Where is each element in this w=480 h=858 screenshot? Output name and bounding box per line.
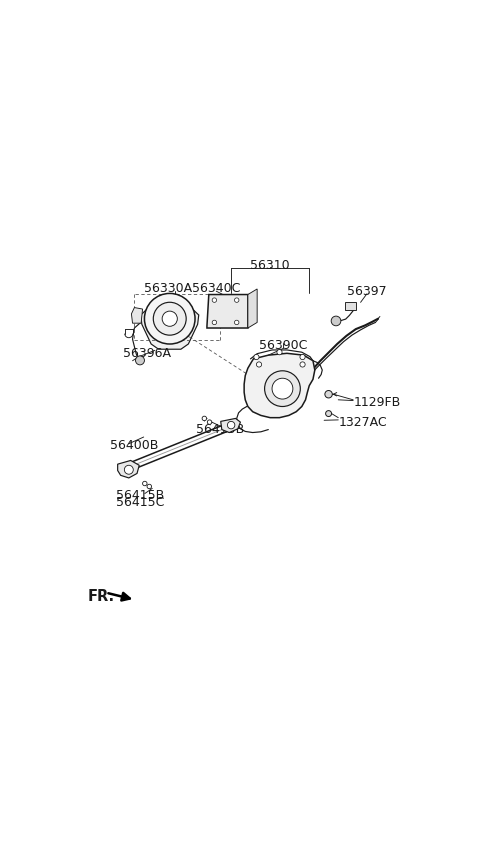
Polygon shape <box>118 461 139 478</box>
Text: 56415C: 56415C <box>116 496 164 509</box>
Circle shape <box>234 298 239 302</box>
Circle shape <box>147 484 152 489</box>
Polygon shape <box>132 307 143 323</box>
Circle shape <box>256 362 262 367</box>
Circle shape <box>300 354 305 360</box>
Circle shape <box>135 356 144 365</box>
Text: 1129FB: 1129FB <box>354 396 401 409</box>
Circle shape <box>212 320 216 324</box>
Text: 56415B: 56415B <box>116 489 164 502</box>
Circle shape <box>153 302 186 335</box>
Circle shape <box>234 320 239 324</box>
Circle shape <box>277 349 282 355</box>
Circle shape <box>202 416 206 420</box>
Text: 56340C: 56340C <box>192 282 240 295</box>
Circle shape <box>212 298 216 302</box>
Circle shape <box>143 481 147 486</box>
Text: 56415B: 56415B <box>196 423 244 436</box>
Text: 56400B: 56400B <box>110 438 158 451</box>
Circle shape <box>264 371 300 407</box>
Text: 56330A: 56330A <box>144 282 192 295</box>
Text: 1327AC: 1327AC <box>339 415 388 429</box>
Polygon shape <box>248 289 257 328</box>
Circle shape <box>272 378 293 399</box>
Circle shape <box>325 411 332 416</box>
Circle shape <box>331 316 341 326</box>
Polygon shape <box>221 419 240 432</box>
Text: 56390C: 56390C <box>259 340 307 353</box>
Circle shape <box>207 420 212 425</box>
Text: 56310: 56310 <box>251 258 290 272</box>
Polygon shape <box>244 353 315 418</box>
Circle shape <box>228 421 235 429</box>
Circle shape <box>300 362 305 367</box>
Polygon shape <box>141 307 199 349</box>
Polygon shape <box>345 302 356 310</box>
Circle shape <box>254 354 259 360</box>
Polygon shape <box>207 294 248 328</box>
Circle shape <box>162 311 177 326</box>
Text: 56397: 56397 <box>347 285 387 298</box>
Text: FR.: FR. <box>88 589 115 604</box>
Circle shape <box>124 465 133 474</box>
Circle shape <box>144 293 195 344</box>
Text: 56396A: 56396A <box>123 347 171 360</box>
Circle shape <box>325 390 332 398</box>
